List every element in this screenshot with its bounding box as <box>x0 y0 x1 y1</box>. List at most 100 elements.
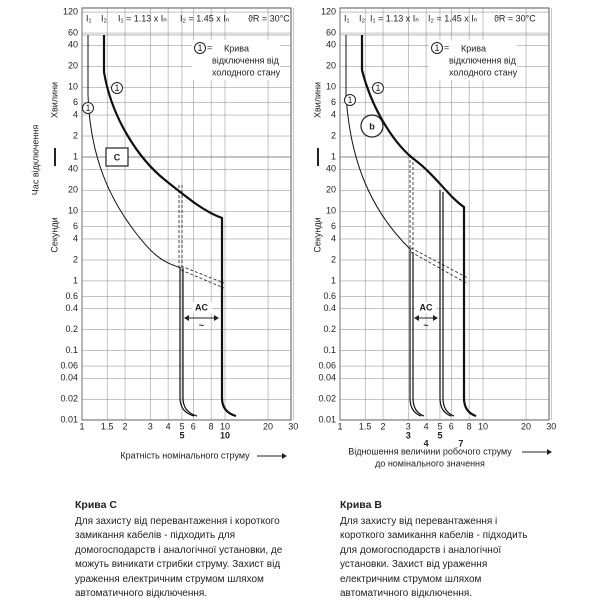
y-tick-label: 20 <box>326 185 336 195</box>
ac-tilde: ~ <box>423 320 428 330</box>
curve-marker <box>344 94 356 106</box>
y-tick-label: 1 <box>331 151 336 161</box>
x-mark-label: 7 <box>458 438 463 448</box>
x-tick-label: 3 <box>148 421 153 431</box>
y-tick-label: 10 <box>326 82 336 92</box>
curve-marker <box>372 82 384 94</box>
y-tick-label: 2 <box>73 130 78 140</box>
y-tick-label: 0.01 <box>60 415 78 425</box>
legend-eq: = <box>444 42 449 52</box>
x-tick-label: 30 <box>546 421 556 431</box>
y-tick-label: 0.4 <box>65 303 78 313</box>
time-label: Час відключення <box>30 125 40 196</box>
y-tick-label: 10 <box>68 82 78 92</box>
ac-bg <box>416 302 436 313</box>
x-tick-label: 1.5 <box>359 421 372 431</box>
x-axis-label: до номінального значення <box>375 458 485 468</box>
legend-text: відключення від <box>212 55 280 65</box>
legend-symbol: 1 <box>434 43 439 53</box>
caption-line: замикання кабелів - підходить для <box>75 530 236 541</box>
trip-curve <box>442 192 455 417</box>
x-mark-label: 5 <box>179 430 184 440</box>
curve-marker <box>111 82 123 94</box>
x-mark-label: 5 <box>437 430 442 440</box>
dashed-curve <box>180 265 225 284</box>
legend-eq: = <box>207 42 212 52</box>
y-tick-label: 10 <box>68 206 78 216</box>
curve-marker-label: 1 <box>114 83 119 93</box>
y-tick-label: 0.6 <box>323 291 336 301</box>
caption-title: Крива B <box>340 499 382 511</box>
caption-line: установки. Захист від ураження <box>340 559 488 570</box>
y-tick-label: 4 <box>331 109 336 119</box>
y-tick-label: 6 <box>331 221 336 231</box>
trip-curve <box>182 268 198 417</box>
y-tick-label: 0.2 <box>323 324 336 334</box>
temperature: ϑR = 30°C <box>494 13 536 23</box>
y-tick-label: 2 <box>331 130 336 140</box>
legend-circle <box>431 42 443 54</box>
y-tick-label: 0.2 <box>65 324 78 334</box>
x-tick-label: 2 <box>123 421 128 431</box>
y-tick-label: 60 <box>326 27 336 37</box>
curve-marker-label: 1 <box>347 95 352 105</box>
ac-label: AC <box>420 302 433 312</box>
x-mark-label: 3 <box>406 430 411 440</box>
trip-curve <box>412 252 425 417</box>
x-tick-label: 5 <box>437 421 442 431</box>
ac-bg <box>191 302 212 313</box>
y-tick-label: 1 <box>73 151 78 161</box>
x-tick-label: 2 <box>381 421 386 431</box>
x-tick-label: 6 <box>449 421 454 431</box>
y-tick-label: 0.1 <box>323 345 336 355</box>
y-tick-label: 60 <box>68 27 78 37</box>
formula: I₁ = 1.13 x Iₙ <box>370 13 419 23</box>
legend-text: Крива <box>461 43 486 53</box>
legend-text: холодного стану <box>449 67 518 77</box>
x-mark-label: 10 <box>220 430 230 440</box>
dashed-curve <box>180 269 225 289</box>
x-tick-label: 20 <box>263 421 273 431</box>
y-tick-label: 6 <box>331 97 336 107</box>
current-label: I₂ <box>101 13 108 23</box>
caption-line: Для захисту від перевантаження і <box>340 515 498 527</box>
y-tick-label: 0.06 <box>318 360 336 370</box>
y-tick-label: 40 <box>326 40 336 50</box>
x-tick-label: 5 <box>179 421 184 431</box>
caption-line: можуть виникати стрибки струму. Захист в… <box>75 559 281 570</box>
y-tick-label: 10 <box>326 206 336 216</box>
trip-curve <box>87 35 182 269</box>
x-tick-label: 1.5 <box>101 421 114 431</box>
x-tick-label: 1 <box>337 421 342 431</box>
arrow-head <box>547 449 552 455</box>
curve-marker-label: 1 <box>375 83 380 93</box>
y-tick-label: 2 <box>331 254 336 264</box>
caption-c: Крива C Для захисту від перевантаження і … <box>75 498 282 602</box>
y-tick-label: 2 <box>73 254 78 264</box>
trip-curve <box>345 35 412 251</box>
x-tick-label: 6 <box>191 421 196 431</box>
legend-bg <box>192 40 280 80</box>
caption-line: автоматичного відключення. <box>75 588 208 599</box>
trip-curve <box>360 35 477 418</box>
legend-circle <box>194 42 206 54</box>
y-tick-label: 20 <box>68 185 78 195</box>
legend-text: відключення від <box>449 55 517 65</box>
x-mark-label: 4 <box>424 438 429 448</box>
caption-line: короткого замикання кабелів - підходить <box>340 530 528 541</box>
x-axis-label: Кратність номінального струму <box>120 450 250 460</box>
caption-line: для домогосподарств і аналогічної <box>340 544 502 556</box>
y-tick-label: 20 <box>326 61 336 71</box>
badge: C <box>114 152 121 162</box>
badge: b <box>369 121 375 131</box>
current-label: I₁ <box>344 13 350 23</box>
temperature: ϑR = 30°C <box>248 13 290 23</box>
caption-line: Для захисту від перевантаження і коротко… <box>75 515 280 527</box>
legend-text: Крива <box>224 43 249 53</box>
trip-curve <box>409 250 422 417</box>
y-tick-label: 120 <box>63 6 78 16</box>
current-label: I₁ <box>86 13 92 23</box>
y-tick-label: 0.04 <box>318 373 336 383</box>
legend-bg <box>429 40 517 80</box>
